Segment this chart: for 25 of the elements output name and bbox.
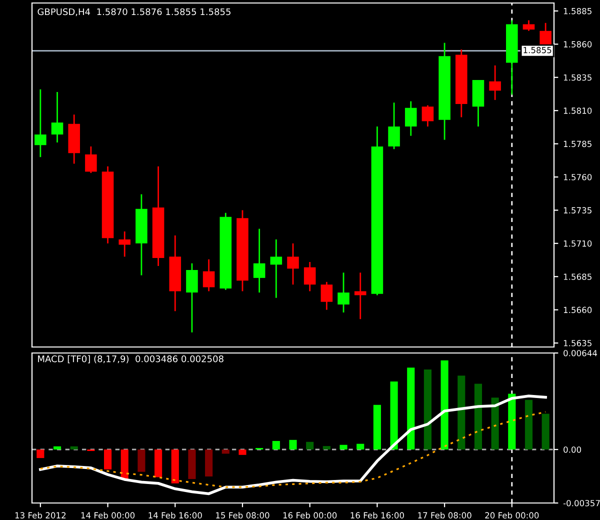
y-tick-label: 1.5660	[564, 306, 592, 314]
y-tick-label: 1.5710	[564, 240, 592, 247]
text: GBPUSD,H4 1.5870 1.5876 1.5855 1.5855	[38, 8, 230, 16]
chart-title: MACD [TF0] (8,17,9) 0.003486 0.002508	[38, 355, 224, 364]
y-tick-label: 1.5860	[564, 41, 592, 48]
x-tick-label: 15 Feb 08:00	[216, 512, 270, 518]
x-tick-label: 14 Feb 00:00	[81, 512, 135, 518]
y-tick-label: 1.5835	[564, 74, 592, 81]
x-tick-label: 14 Feb 16:00	[148, 512, 202, 518]
x-tick-label: 16 Feb 16:00	[350, 512, 404, 518]
y-tick-label: 0.00644	[564, 350, 598, 356]
y-tick-label: -0.00357	[563, 500, 600, 506]
y-tick-label: 1.5785	[564, 140, 592, 148]
x-tick-label: 20 Feb 00:00	[485, 512, 539, 518]
x-tick-label: 16 Feb 00:00	[283, 512, 337, 518]
ref-line-label: 1.5855	[524, 46, 552, 54]
y-tick-label: 0.00	[564, 446, 582, 453]
y-tick-label: 1.5760	[564, 174, 592, 180]
y-tick-label: 1.5810	[564, 108, 592, 114]
y-tick-label: 1.5685	[564, 274, 592, 280]
y-tick-label: 1.5635	[564, 340, 592, 346]
y-tick-label: 1.5885	[564, 8, 592, 14]
x-tick-label: 13 Feb 2012	[15, 512, 66, 518]
y-tick-label: 1.5735	[564, 207, 592, 214]
x-tick-label: 17 Feb 08:00	[418, 512, 472, 518]
